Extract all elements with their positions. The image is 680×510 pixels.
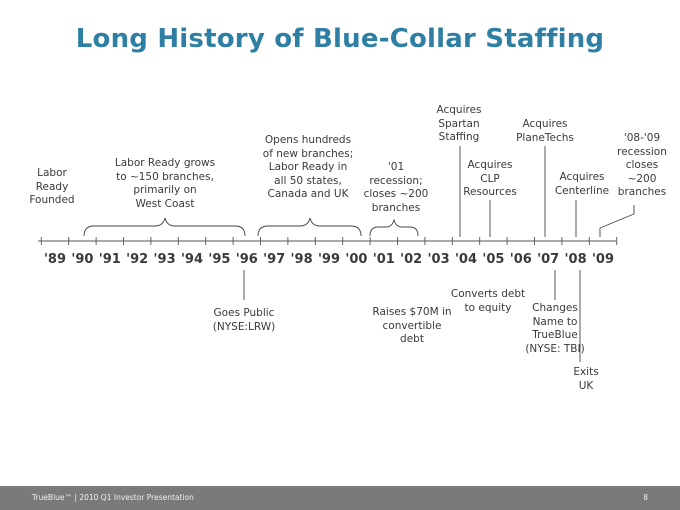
year-label: '96 [235, 252, 258, 267]
brace-grows-150 [83, 217, 246, 237]
event-goes-public: Goes Public (NYSE:LRW) [212, 307, 276, 333]
footer-presentation-label: TrueBlue™ | 2010 Q1 Investor Presentatio… [32, 493, 194, 502]
footer-bar: TrueBlue™ | 2010 Q1 Investor Presentatio… [0, 486, 680, 510]
event-recession-08-09: '08-'09 recession closes ~200 branches [617, 132, 667, 198]
year-label: '00 [345, 252, 368, 267]
event-converts-debt: Converts debt to equity [450, 288, 526, 314]
connector-recession-08 [599, 205, 635, 237]
brace-recession-01 [369, 218, 419, 237]
timeline-ticks [40, 237, 618, 245]
year-label: '94 [180, 252, 204, 267]
event-grows-150-branches: Labor Ready grows to ~150 branches, prim… [114, 157, 216, 210]
year-label: '05 [482, 252, 505, 267]
event-opens-hundreds: Opens hundreds of new branches; Labor Re… [262, 134, 354, 200]
year-label: '97 [263, 252, 286, 267]
event-raises-70m: Raises $70M in convertible debt [372, 306, 452, 345]
year-label: '89 [43, 252, 67, 267]
year-label: '98 [290, 252, 313, 267]
event-acquires-spartan: Acquires Spartan Staffing [436, 104, 482, 143]
year-label: '01 [372, 252, 395, 267]
year-label: '95 [208, 252, 231, 267]
year-label: '93 [153, 252, 176, 267]
year-label: '09 [591, 252, 615, 267]
event-acquires-clp: Acquires CLP Resources [463, 159, 517, 198]
page-title: Long History of Blue-Collar Staffing [75, 24, 605, 54]
year-label: '06 [509, 252, 532, 267]
year-label: '07 [537, 252, 560, 267]
brace-opens-hundreds [257, 217, 362, 237]
event-acquires-planetechs: Acquires PlaneTechs [516, 118, 574, 144]
event-exits-uk: Exits UK [573, 366, 599, 392]
year-label: '03 [427, 252, 450, 267]
year-label: '08 [564, 252, 587, 267]
year-label: '04 [454, 252, 478, 267]
event-labor-ready-founded: Labor Ready Founded [29, 167, 75, 206]
year-label: '02 [400, 252, 423, 267]
footer-page-number: 8 [643, 493, 648, 502]
year-label: '92 [126, 252, 149, 267]
year-label: '91 [98, 252, 121, 267]
year-label: '90 [71, 252, 94, 267]
event-changes-name: Changes Name to TrueBlue (NYSE: TBI) [525, 302, 585, 355]
event-recession-01: '01 recession; closes ~200 branches [363, 161, 429, 214]
event-acquires-centerline: Acquires Centerline [554, 171, 610, 197]
year-label: '99 [317, 252, 341, 267]
